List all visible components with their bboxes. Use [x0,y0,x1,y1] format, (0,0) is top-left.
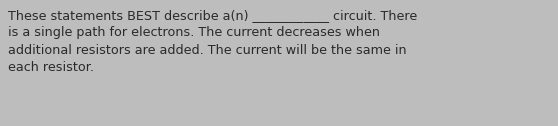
Text: These statements BEST describe a(n) ____________ circuit. There
is a single path: These statements BEST describe a(n) ____… [8,9,417,74]
